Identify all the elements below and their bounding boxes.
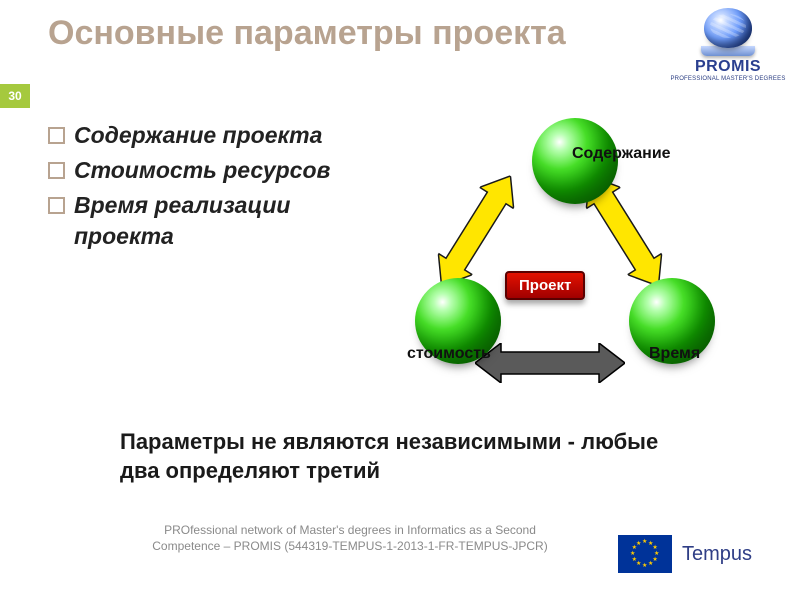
promis-logo-text: PROMIS — [668, 58, 788, 76]
bullet-item: Содержание проекта — [48, 120, 378, 151]
page-number-badge: 30 — [0, 84, 30, 108]
diagram-center-label: Проект — [505, 271, 585, 300]
credit-line: PROfessional network of Master's degrees… — [130, 522, 570, 554]
bullet-item: Стоимость ресурсов — [48, 155, 378, 186]
globe-icon — [704, 8, 752, 48]
diagram-node-label: Содержание — [572, 145, 671, 163]
tempus-logo: ★★★★★★★★★★★★ Tempus — [618, 530, 778, 578]
footnote-text: Параметры не являются независимыми - люб… — [120, 428, 680, 485]
promis-logo: PROMIS PROFESSIONAL MASTER'S DEGREES — [668, 8, 788, 90]
diagram-arrow — [475, 343, 625, 383]
bullet-item: Время реализации проекта — [48, 190, 378, 252]
bullet-list: Содержание проекта Стоимость ресурсов Вр… — [48, 120, 378, 256]
parameter-triangle-diagram: Содержание стоимость Время Проект — [380, 135, 750, 405]
slide-title: Основные параметры проекта — [48, 14, 568, 53]
diagram-node-label: Время — [649, 345, 700, 363]
diagram-node-label: стоимость — [407, 345, 491, 363]
promis-logo-subtext: PROFESSIONAL MASTER'S DEGREES — [668, 76, 788, 82]
tempus-logo-text: Tempus — [682, 543, 752, 566]
eu-flag-icon: ★★★★★★★★★★★★ — [618, 535, 672, 573]
